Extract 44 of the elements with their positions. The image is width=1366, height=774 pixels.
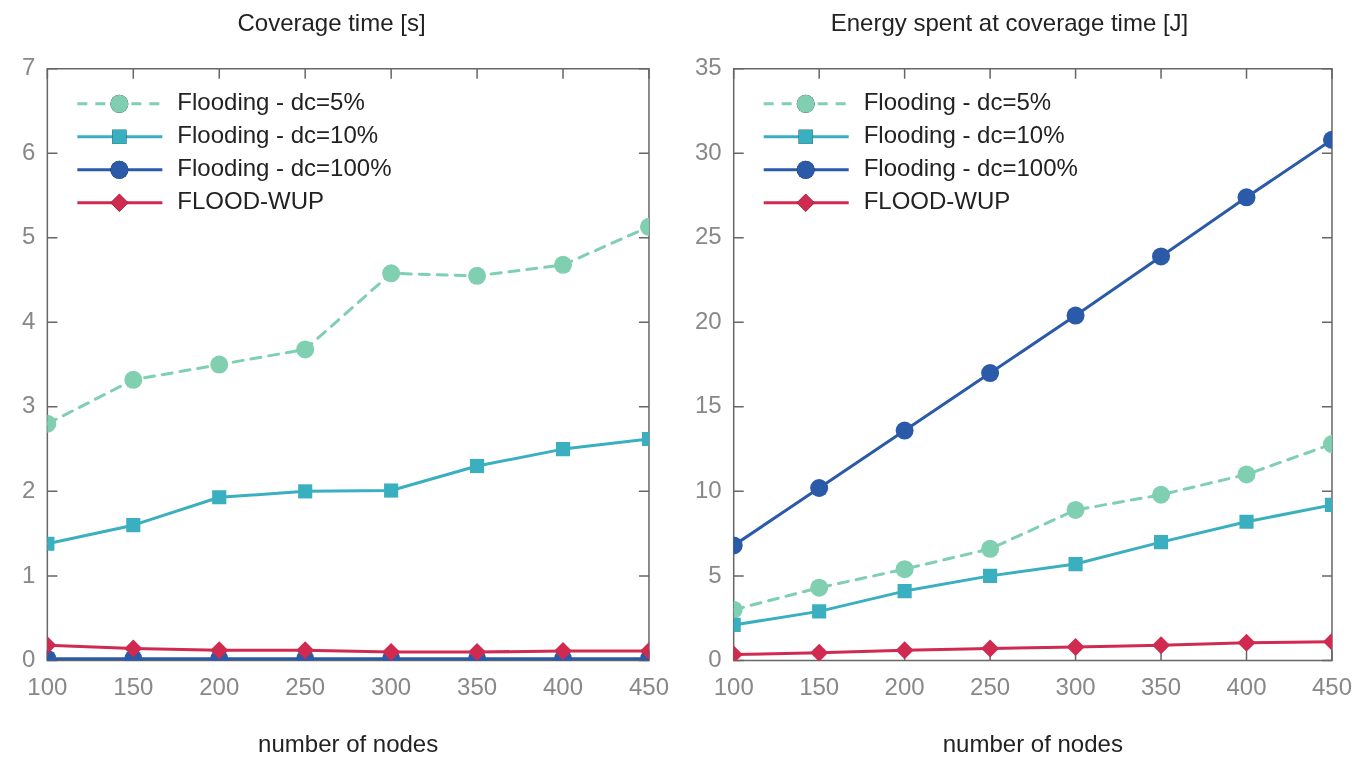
x-tick-label: 400 xyxy=(543,673,584,701)
y-tick-label: 1 xyxy=(21,560,36,588)
legend-label: Flooding - dc=100% xyxy=(863,154,1078,182)
legend-label: Flooding - dc=10% xyxy=(177,121,379,149)
chart-title: Energy spent at coverage time [J] xyxy=(830,9,1189,37)
legend-label: FLOOD-WUP xyxy=(177,187,325,215)
legend-label: Flooding - dc=100% xyxy=(177,154,392,182)
x-tick-label: 400 xyxy=(1226,673,1267,701)
y-tick-label: 30 xyxy=(694,137,722,165)
x-tick-label: 150 xyxy=(799,673,840,701)
y-tick-label: 10 xyxy=(694,476,722,503)
legend-label: Flooding - dc=10% xyxy=(863,121,1065,149)
y-tick-label: 5 xyxy=(21,222,36,250)
x-tick-label: 250 xyxy=(285,673,326,701)
x-tick-label: 150 xyxy=(113,673,154,701)
chart-title: Coverage time [s] xyxy=(237,9,426,37)
x-tick-label: 350 xyxy=(457,673,498,701)
x-tick-label: 250 xyxy=(970,673,1011,701)
y-tick-label: 35 xyxy=(694,53,722,81)
y-tick-label: 4 xyxy=(21,306,36,334)
legend-label: Flooding - dc=5% xyxy=(863,88,1052,116)
y-tick-label: 15 xyxy=(694,391,722,419)
y-tick-label: 0 xyxy=(21,645,36,673)
x-axis-title: number of nodes xyxy=(942,730,1123,758)
y-tick-label: 2 xyxy=(21,476,36,503)
x-tick-label: 450 xyxy=(1311,673,1352,701)
y-tick-label: 7 xyxy=(21,53,36,81)
x-tick-label: 300 xyxy=(1055,673,1096,701)
x-tick-label: 100 xyxy=(27,673,68,701)
x-axis-title: number of nodes xyxy=(258,730,439,758)
legend-label: FLOOD-WUP xyxy=(863,187,1011,215)
y-tick-label: 3 xyxy=(21,391,36,419)
y-tick-label: 5 xyxy=(708,560,722,588)
y-tick-label: 20 xyxy=(694,306,722,334)
x-tick-label: 200 xyxy=(199,673,240,701)
x-tick-label: 350 xyxy=(1141,673,1182,701)
y-tick-label: 25 xyxy=(694,222,722,250)
y-tick-label: 6 xyxy=(21,137,36,165)
y-tick-label: 0 xyxy=(708,645,722,673)
legend-label: Flooding - dc=5% xyxy=(177,88,365,116)
x-tick-label: 100 xyxy=(713,673,754,701)
x-tick-label: 300 xyxy=(371,673,412,701)
x-tick-label: 450 xyxy=(628,673,669,701)
x-tick-label: 200 xyxy=(884,673,925,701)
